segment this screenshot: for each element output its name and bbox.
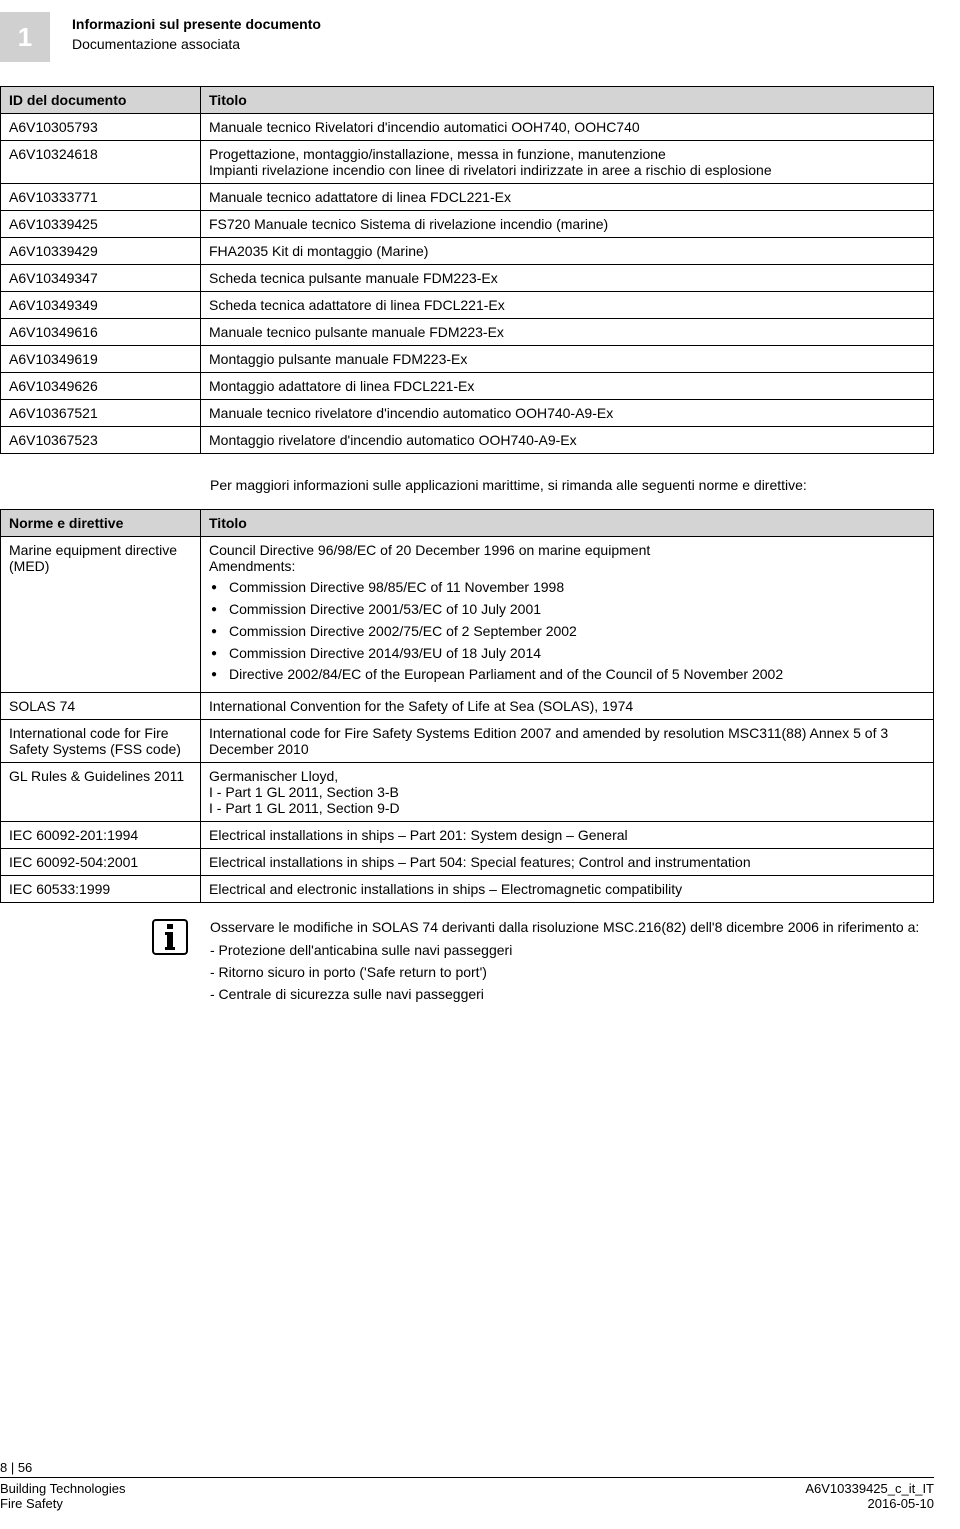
doc-title-cell: Progettazione, montaggio/installazione, … [201, 141, 934, 184]
norm-id-cell: GL Rules & Guidelines 2011 [1, 763, 201, 822]
table-row: A6V10349616Manuale tecnico pulsante manu… [1, 319, 934, 346]
footer-left: Building Technologies Fire Safety [0, 1481, 126, 1511]
doc-title-cell: Manuale tecnico Rivelatori d'incendio au… [201, 114, 934, 141]
table-row: Marine equipment directive (MED)Council … [1, 536, 934, 692]
table-row: IEC 60092-201:1994Electrical installatio… [1, 822, 934, 849]
table-header-row: ID del documento Titolo [1, 87, 934, 114]
info-line: - Centrale di sicurezza sulle navi passe… [210, 984, 926, 1004]
footer-unit: Fire Safety [0, 1496, 126, 1511]
doc-title-cell: Montaggio pulsante manuale FDM223-Ex [201, 346, 934, 373]
info-icon-wrap [0, 917, 210, 955]
list-item: Commission Directive 2002/75/EC of 2 Sep… [209, 622, 925, 641]
col-header-title: Titolo [201, 509, 934, 536]
table-row: A6V10339425FS720 Manuale tecnico Sistema… [1, 211, 934, 238]
footer-docid: A6V10339425_c_it_IT [805, 1481, 934, 1496]
section-number-badge: 1 [0, 12, 50, 62]
norm-id-cell: SOLAS 74 [1, 693, 201, 720]
doc-title-cell: Montaggio rivelatore d'incendio automati… [201, 427, 934, 454]
col-header-norm: Norme e direttive [1, 509, 201, 536]
page-footer: 8 | 56 Building Technologies Fire Safety… [0, 1460, 960, 1511]
norm-title-cell: International Convention for the Safety … [201, 693, 934, 720]
section-subtitle: Documentazione associata [72, 36, 321, 52]
doc-id-cell: A6V10349616 [1, 319, 201, 346]
doc-title-cell: Manuale tecnico pulsante manuale FDM223-… [201, 319, 934, 346]
norm-id-cell: IEC 60092-201:1994 [1, 822, 201, 849]
doc-id-cell: A6V10305793 [1, 114, 201, 141]
doc-title-cell: Montaggio adattatore di linea FDCL221-Ex [201, 373, 934, 400]
doc-title-cell: Manuale tecnico adattatore di linea FDCL… [201, 184, 934, 211]
list-item: Commission Directive 98/85/EC of 11 Nove… [209, 578, 925, 597]
table-row: A6V10349347Scheda tecnica pulsante manua… [1, 265, 934, 292]
doc-title-cell: Scheda tecnica adattatore di linea FDCL2… [201, 292, 934, 319]
page-header: 1 Informazioni sul presente documento Do… [0, 0, 960, 68]
col-header-id: ID del documento [1, 87, 201, 114]
doc-id-cell: A6V10333771 [1, 184, 201, 211]
table-row: A6V10349619Montaggio pulsante manuale FD… [1, 346, 934, 373]
footer-dept: Building Technologies [0, 1481, 126, 1496]
note-between-tables: Per maggiori informazioni sulle applicaz… [0, 464, 934, 509]
doc-title-cell: FS720 Manuale tecnico Sistema di rivelaz… [201, 211, 934, 238]
section-title: Informazioni sul presente documento [72, 16, 321, 32]
info-icon [152, 919, 188, 955]
norm-title-cell: Electrical installations in ships – Part… [201, 822, 934, 849]
doc-id-cell: A6V10339429 [1, 238, 201, 265]
table-row: A6V10349349Scheda tecnica adattatore di … [1, 292, 934, 319]
table-header-row: Norme e direttive Titolo [1, 509, 934, 536]
info-line: - Ritorno sicuro in porto ('Safe return … [210, 962, 926, 982]
table-row: A6V10305793Manuale tecnico Rivelatori d'… [1, 114, 934, 141]
list-item: Commission Directive 2001/53/EC of 10 Ju… [209, 600, 925, 619]
table-row: A6V10333771Manuale tecnico adattatore di… [1, 184, 934, 211]
norm-id-cell: Marine equipment directive (MED) [1, 536, 201, 692]
table-row: A6V10367523Montaggio rivelatore d'incend… [1, 427, 934, 454]
list-item: Commission Directive 2014/93/EU of 18 Ju… [209, 644, 925, 663]
doc-title-cell: Scheda tecnica pulsante manuale FDM223-E… [201, 265, 934, 292]
documents-table: ID del documento Titolo A6V10305793Manua… [0, 86, 934, 454]
doc-id-cell: A6V10339425 [1, 211, 201, 238]
norm-id-cell: IEC 60092-504:2001 [1, 849, 201, 876]
doc-id-cell: A6V10349347 [1, 265, 201, 292]
doc-id-cell: A6V10367521 [1, 400, 201, 427]
footer-right: A6V10339425_c_it_IT 2016-05-10 [805, 1481, 934, 1511]
info-line: - Protezione dell'anticabina sulle navi … [210, 940, 926, 960]
norm-title-cell: Electrical and electronic installations … [201, 876, 934, 903]
table-row: IEC 60092-504:2001Electrical installatio… [1, 849, 934, 876]
table-row: A6V10339429FHA2035 Kit di montaggio (Mar… [1, 238, 934, 265]
doc-title-cell: FHA2035 Kit di montaggio (Marine) [201, 238, 934, 265]
table-row: SOLAS 74International Convention for the… [1, 693, 934, 720]
directives-table: Norme e direttive Titolo Marine equipmen… [0, 509, 934, 903]
footer-date: 2016-05-10 [805, 1496, 934, 1511]
doc-id-cell: A6V10349626 [1, 373, 201, 400]
norm-id-cell: IEC 60533:1999 [1, 876, 201, 903]
table-row: A6V10324618Progettazione, montaggio/inst… [1, 141, 934, 184]
norm-id-cell: International code for Fire Safety Syste… [1, 720, 201, 763]
norm-title-cell: International code for Fire Safety Syste… [201, 720, 934, 763]
doc-title-cell: Manuale tecnico rivelatore d'incendio au… [201, 400, 934, 427]
norm-title-cell: Electrical installations in ships – Part… [201, 849, 934, 876]
footer-page-number: 8 | 56 [0, 1460, 934, 1475]
list-item: Directive 2002/84/EC of the European Par… [209, 665, 925, 684]
amendments-list: Commission Directive 98/85/EC of 11 Nove… [209, 578, 925, 684]
table-row: A6V10349626Montaggio adattatore di linea… [1, 373, 934, 400]
table-row: A6V10367521Manuale tecnico rivelatore d'… [1, 400, 934, 427]
doc-id-cell: A6V10349619 [1, 346, 201, 373]
col-header-title: Titolo [201, 87, 934, 114]
doc-id-cell: A6V10324618 [1, 141, 201, 184]
info-text: Osservare le modifiche in SOLAS 74 deriv… [210, 917, 934, 1006]
norm-title-cell: Council Directive 96/98/EC of 20 Decembe… [201, 536, 934, 692]
table-row: IEC 60533:1999Electrical and electronic … [1, 876, 934, 903]
norm-title-cell: Germanischer Lloyd, I - Part 1 GL 2011, … [201, 763, 934, 822]
info-line: Osservare le modifiche in SOLAS 74 deriv… [210, 917, 926, 937]
table-row: GL Rules & Guidelines 2011Germanischer L… [1, 763, 934, 822]
doc-id-cell: A6V10367523 [1, 427, 201, 454]
table-row: International code for Fire Safety Syste… [1, 720, 934, 763]
info-callout: Osservare le modifiche in SOLAS 74 deriv… [0, 917, 934, 1006]
section-titles: Informazioni sul presente documento Docu… [72, 12, 321, 52]
doc-id-cell: A6V10349349 [1, 292, 201, 319]
